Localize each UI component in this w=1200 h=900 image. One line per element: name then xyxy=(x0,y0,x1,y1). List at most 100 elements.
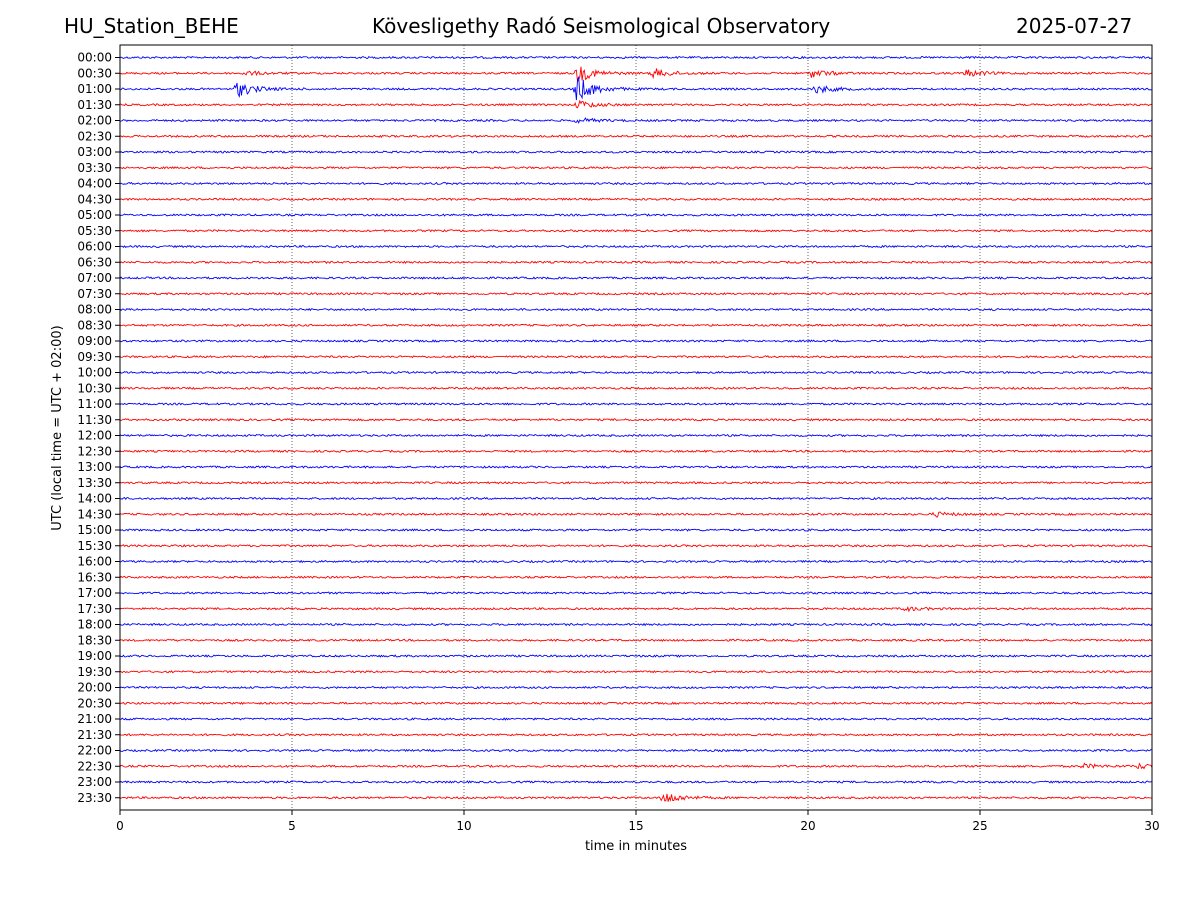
y-tick-label: 16:30 xyxy=(77,570,112,584)
seismic-trace xyxy=(119,793,1153,802)
y-tick-label: 01:30 xyxy=(77,98,112,112)
y-tick-label: 19:30 xyxy=(77,665,112,679)
y-tick-label: 06:00 xyxy=(77,240,112,254)
seismic-trace xyxy=(119,323,1153,327)
y-tick-label: 18:30 xyxy=(77,633,112,647)
seismic-trace xyxy=(119,276,1153,280)
y-tick-label: 23:00 xyxy=(77,775,112,789)
y-tick-label: 06:30 xyxy=(77,255,112,269)
y-tick-label: 22:00 xyxy=(77,744,112,758)
y-tick-label: 11:00 xyxy=(77,397,112,411)
y-tick-label: 21:30 xyxy=(77,728,112,742)
x-tick-label: 25 xyxy=(972,819,987,833)
seismic-trace xyxy=(119,449,1153,453)
y-tick-label: 07:00 xyxy=(77,271,112,285)
x-tick-label: 20 xyxy=(800,819,815,833)
seismic-trace xyxy=(119,591,1153,595)
seismic-trace xyxy=(119,307,1153,312)
x-tick-label: 0 xyxy=(116,819,124,833)
seismic-trace xyxy=(119,654,1153,658)
y-tick-label: 10:30 xyxy=(77,381,112,395)
seismic-trace xyxy=(119,229,1153,233)
seismic-trace xyxy=(119,75,1153,101)
y-tick-label: 01:00 xyxy=(77,82,112,96)
y-tick-label: 19:00 xyxy=(77,649,112,663)
seismic-trace xyxy=(119,605,1153,613)
y-tick-label: 20:00 xyxy=(77,681,112,695)
seismic-trace xyxy=(119,418,1153,422)
seismic-trace xyxy=(119,717,1153,721)
seismic-trace xyxy=(119,213,1153,217)
seismic-trace xyxy=(119,181,1153,186)
x-axis-label: time in minutes xyxy=(585,839,687,854)
seismic-trace xyxy=(119,386,1153,390)
y-tick-label: 12:30 xyxy=(77,444,112,458)
y-tick-label: 03:30 xyxy=(77,161,112,175)
y-tick-label: 21:00 xyxy=(77,712,112,726)
seismic-trace xyxy=(119,481,1153,485)
seismic-traces xyxy=(119,55,1153,802)
seismic-trace xyxy=(119,99,1153,109)
y-tick-label: 00:30 xyxy=(77,66,112,80)
seismic-trace xyxy=(119,638,1153,642)
station-name: HU_Station_BEHE xyxy=(64,14,239,38)
y-tick-label: 15:30 xyxy=(77,539,112,553)
y-tick-label: 09:00 xyxy=(77,334,112,348)
seismic-trace xyxy=(119,701,1153,705)
seismic-trace xyxy=(119,780,1153,784)
y-tick-label: 09:30 xyxy=(77,350,112,364)
seismic-trace xyxy=(119,685,1153,690)
x-tick-label: 5 xyxy=(288,819,296,833)
seismic-trace xyxy=(119,528,1153,532)
seismic-trace xyxy=(119,66,1153,84)
seismic-trace xyxy=(119,166,1153,170)
y-tick-label: 14:00 xyxy=(77,492,112,506)
y-tick-label: 07:30 xyxy=(77,287,112,301)
y-axis-label: UTC (local time = UTC + 02:00) xyxy=(50,325,65,530)
y-tick-label: 18:00 xyxy=(77,618,112,632)
y-tick-label: 17:30 xyxy=(77,602,112,616)
seismic-trace xyxy=(119,496,1153,501)
y-tick-label: 05:00 xyxy=(77,208,112,222)
seismic-trace xyxy=(119,370,1153,375)
seismic-trace xyxy=(119,134,1153,139)
seismic-trace xyxy=(119,559,1153,564)
y-tick-label: 08:00 xyxy=(77,303,112,317)
grid-lines xyxy=(291,45,981,810)
chart-title: Kövesligethy Radó Seismological Observat… xyxy=(372,14,831,38)
y-tick-label: 11:30 xyxy=(77,413,112,427)
y-tick-label: 04:00 xyxy=(77,177,112,191)
y-tick-label: 08:30 xyxy=(77,318,112,332)
y-tick-label: 05:30 xyxy=(77,224,112,238)
y-tick-label: 16:00 xyxy=(77,555,112,569)
seismic-trace xyxy=(119,292,1153,296)
x-tick-label: 10 xyxy=(456,819,471,833)
y-tick-label: 15:00 xyxy=(77,523,112,537)
y-tick-label: 23:30 xyxy=(77,791,112,805)
y-tick-label: 22:30 xyxy=(77,759,112,773)
seismic-trace xyxy=(119,402,1153,406)
seismic-trace xyxy=(119,197,1153,201)
seismic-trace xyxy=(119,762,1153,770)
seismic-trace xyxy=(119,339,1153,343)
y-tick-label: 04:30 xyxy=(77,192,112,206)
seismic-trace xyxy=(119,543,1153,548)
seismic-trace xyxy=(119,622,1153,627)
seismic-trace xyxy=(119,575,1153,579)
x-tick-label: 30 xyxy=(1144,819,1159,833)
y-tick-label: 13:00 xyxy=(77,460,112,474)
seismic-trace xyxy=(119,748,1153,753)
seismic-trace xyxy=(119,732,1153,737)
seismic-trace xyxy=(119,244,1153,249)
seismic-trace xyxy=(119,117,1153,124)
y-tick-label: 10:00 xyxy=(77,366,112,380)
seismic-trace xyxy=(119,355,1153,359)
y-tick-label: 00:00 xyxy=(77,51,112,65)
y-tick-label: 03:00 xyxy=(77,145,112,159)
seismic-trace xyxy=(119,433,1153,438)
seismic-trace xyxy=(119,670,1153,674)
y-tick-label: 20:30 xyxy=(77,696,112,710)
seismic-trace xyxy=(119,150,1153,154)
